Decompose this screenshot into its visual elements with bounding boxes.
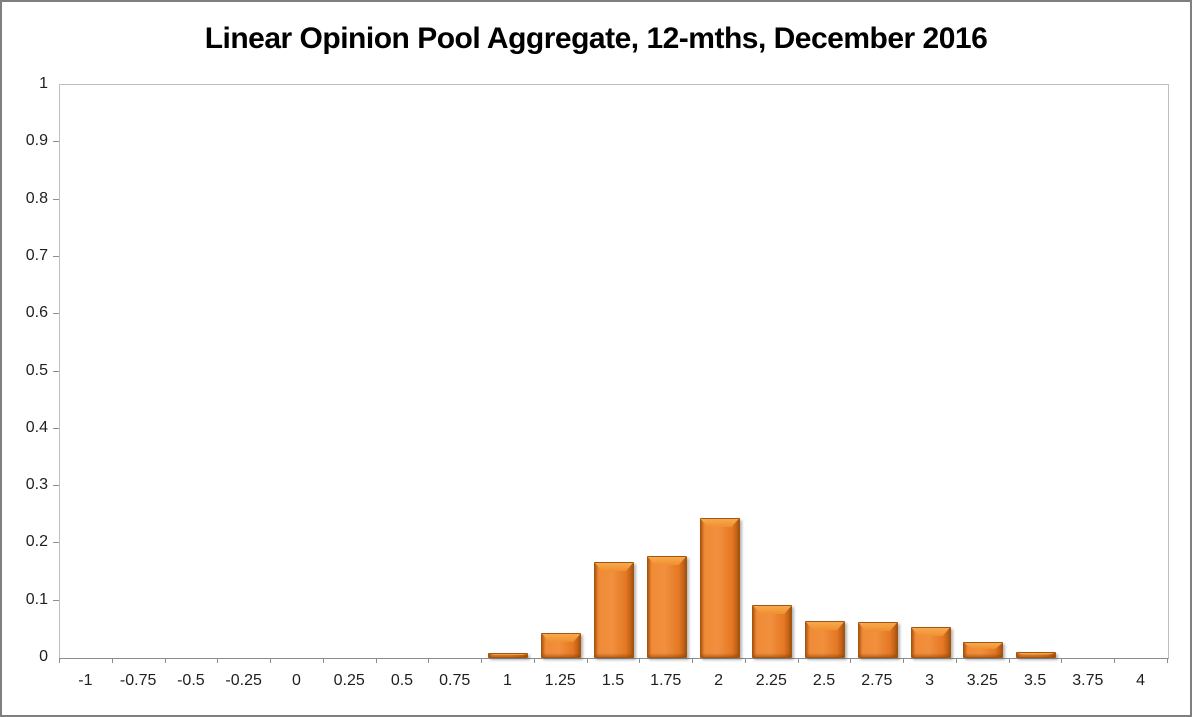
x-tick-label: 3.75 [1072, 672, 1104, 689]
x-tick-mark [59, 658, 60, 663]
x-tick-label: 3 [925, 672, 935, 689]
x-tick-mark [1061, 658, 1063, 663]
bar-3.25 [963, 642, 1004, 658]
x-tick-mark [533, 658, 535, 663]
bar-2.25 [752, 605, 793, 658]
x-tick-mark [375, 658, 377, 663]
y-tick-mark [53, 198, 59, 200]
x-tick-label: 2.25 [755, 672, 787, 689]
x-tick-label: 2.5 [812, 672, 836, 689]
x-tick-label: 0 [291, 672, 301, 689]
y-tick-mark [53, 255, 59, 257]
x-tick-mark [111, 658, 113, 663]
x-tick-mark [955, 658, 957, 663]
x-tick-label: 1.75 [650, 672, 682, 689]
x-tick-mark [1008, 658, 1010, 663]
x-tick-mark [481, 658, 483, 663]
x-tick-label: 1 [503, 672, 512, 689]
x-tick-mark [322, 658, 324, 663]
chart-title: Linear Opinion Pool Aggregate, 12-mths, … [204, 22, 988, 55]
bar-1.5 [594, 562, 634, 658]
x-tick-label: 2 [714, 672, 723, 689]
bar-3 [910, 627, 951, 658]
x-tick-label: 2.75 [861, 672, 893, 689]
y-tick-label: 0.5 [25, 361, 48, 379]
x-tick-label: 0.5 [390, 672, 414, 689]
x-tick-mark [428, 658, 430, 663]
x-tick-label: 3.25 [966, 672, 998, 689]
x-tick-mark [586, 658, 588, 663]
y-tick-label: 0 [39, 648, 48, 665]
y-tick-label: 0.2 [25, 533, 48, 551]
bar-1 [488, 653, 529, 658]
x-tick-mark [903, 658, 905, 663]
bar-1.25 [541, 633, 582, 658]
x-tick-label: 3.5 [1023, 672, 1047, 689]
bar-1.75 [646, 556, 687, 658]
x-tick-mark [797, 658, 799, 663]
x-tick-mark [850, 658, 852, 663]
y-tick-mark [53, 141, 59, 143]
y-tick-mark [53, 427, 59, 429]
bar-2.75 [857, 622, 898, 658]
y-tick-label: 0.1 [25, 590, 48, 608]
y-tick-mark [53, 542, 59, 544]
x-tick-label: -1 [78, 672, 93, 689]
y-tick-label: 0.4 [25, 418, 48, 436]
y-tick-mark [53, 313, 59, 315]
bar-2 [699, 518, 740, 658]
bar-2.5 [805, 621, 846, 658]
y-tick-label: 0.6 [25, 304, 48, 322]
x-tick-label: 1.25 [544, 672, 576, 689]
x-tick-mark [217, 658, 219, 663]
plot-area [59, 84, 1169, 659]
y-tick-mark [53, 370, 59, 372]
y-tick-label: 0.3 [25, 476, 48, 494]
x-tick-label: -0.5 [177, 672, 205, 689]
x-tick-mark [270, 658, 272, 663]
x-tick-label: 4 [1136, 672, 1146, 689]
x-tick-label: 1.5 [601, 672, 625, 689]
x-tick-mark [164, 658, 166, 663]
y-tick-label: 0.8 [25, 189, 48, 207]
y-tick-label: 0.7 [25, 246, 48, 264]
x-tick-label: 0.25 [333, 672, 365, 689]
x-tick-mark [744, 658, 746, 663]
y-tick-label: 1 [39, 75, 48, 92]
x-tick-mark [639, 658, 641, 663]
x-tick-label: -0.75 [119, 672, 157, 689]
y-tick-mark [53, 485, 59, 487]
x-tick-mark [1167, 658, 1168, 663]
x-tick-label: 0.75 [439, 672, 471, 689]
bar-3.5 [1016, 652, 1057, 658]
x-tick-label: -0.25 [225, 672, 262, 689]
y-tick-mark [53, 599, 59, 601]
x-tick-mark [692, 658, 694, 663]
y-tick-label: 0.9 [25, 132, 48, 150]
x-tick-mark [1114, 658, 1116, 663]
